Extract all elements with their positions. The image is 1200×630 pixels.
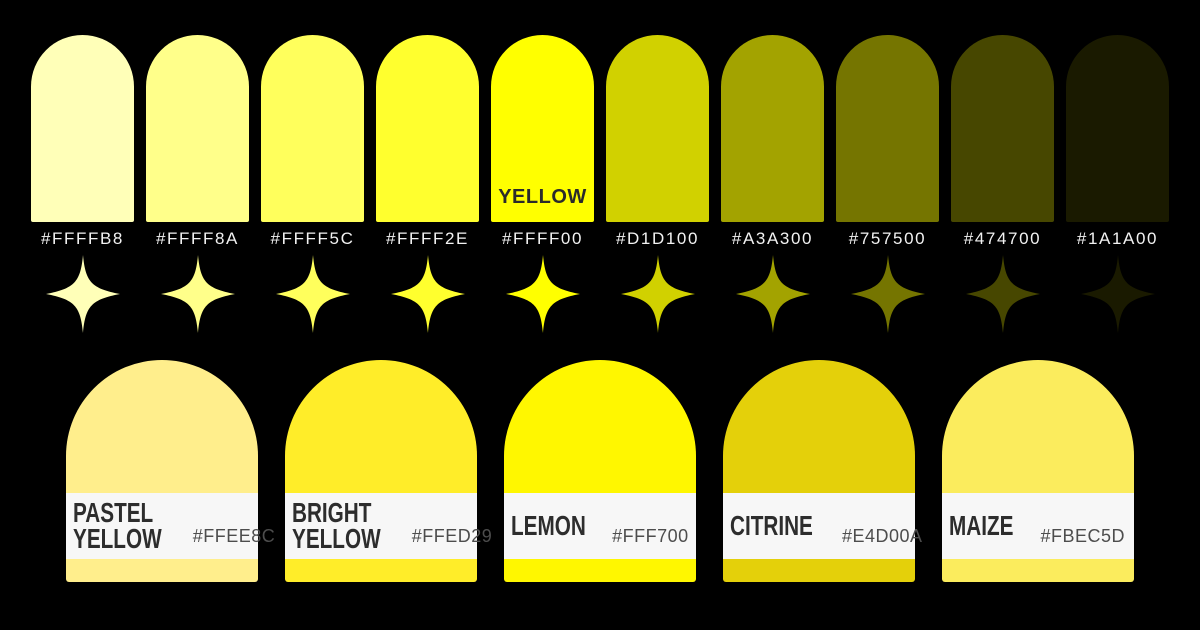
palette-card-hex: #FFEE8C bbox=[192, 526, 276, 546]
sparkle-icon bbox=[390, 255, 465, 333]
shade-hex-label: #A3A300 bbox=[731, 229, 814, 248]
shade-swatch-arch bbox=[146, 35, 249, 222]
shade-column: #FFFFB8 bbox=[31, 35, 134, 333]
shade-hex-label: #474700 bbox=[963, 229, 1042, 248]
shade-hex-label: #FFFF2E bbox=[386, 229, 469, 248]
shade-swatch-arch bbox=[721, 35, 824, 222]
shade-hex-label: #757500 bbox=[848, 229, 927, 248]
palette-card-band: PASTEL YELLOW #FFEE8C bbox=[66, 493, 275, 559]
palette-card-band: LEMON #FFF700 bbox=[504, 493, 696, 559]
shade-swatch-arch: YELLOW bbox=[491, 35, 594, 222]
palette-row: PASTEL YELLOW #FFEE8C BRIGHT YELLOW #FFED29… bbox=[0, 360, 1200, 582]
shade-column: YELLOW #FFFF00 bbox=[491, 35, 594, 333]
shade-column: #FFFF8A bbox=[146, 35, 249, 333]
palette-card-hex: #E4D00A bbox=[842, 526, 923, 546]
shade-swatch-arch bbox=[951, 35, 1054, 222]
shade-row: #FFFFB8 #FFFF8A #FFFF5C #FFFF2E YELLOW #FFFF0… bbox=[31, 35, 1169, 333]
palette-card: PASTEL YELLOW #FFEE8C bbox=[66, 360, 275, 582]
sparkle-icon bbox=[45, 255, 120, 333]
shade-highlight-label: YELLOW bbox=[498, 186, 587, 208]
palette-card-name: CITRINE bbox=[730, 509, 813, 541]
sparkle-icon bbox=[160, 255, 235, 333]
shade-column: #FFFF5C bbox=[261, 35, 364, 333]
palette-card-band: CITRINE #E4D00A bbox=[723, 493, 922, 559]
shade-swatch-arch bbox=[606, 35, 709, 222]
shade-swatch-arch bbox=[31, 35, 134, 222]
shade-hex-label: #D1D100 bbox=[615, 229, 700, 248]
palette-card-name: MAIZE bbox=[949, 509, 1014, 541]
shade-hex-label: #FFFF5C bbox=[270, 229, 355, 248]
sparkle-icon bbox=[965, 255, 1040, 333]
palette-card-name: BRIGHT YELLOW bbox=[292, 496, 381, 554]
shade-hex-label: #FFFFB8 bbox=[41, 229, 124, 248]
palette-card-name: PASTEL YELLOW bbox=[73, 496, 162, 554]
shade-swatch-arch bbox=[261, 35, 364, 222]
shade-hex-label: #1A1A00 bbox=[1076, 229, 1159, 248]
sparkle-icon bbox=[275, 255, 350, 333]
shade-column: #757500 bbox=[836, 35, 939, 333]
sparkle-icon bbox=[850, 255, 925, 333]
shade-swatch-arch bbox=[836, 35, 939, 222]
shade-column: #1A1A00 bbox=[1066, 35, 1169, 333]
palette-card-hex: #FBEC5D bbox=[1040, 526, 1125, 546]
shade-hex-label: #FFFF00 bbox=[501, 229, 584, 248]
shade-column: #D1D100 bbox=[606, 35, 709, 333]
palette-card-band: MAIZE #FBEC5D bbox=[942, 493, 1134, 559]
shade-column: #474700 bbox=[951, 35, 1054, 333]
palette-card-hex: #FFED29 bbox=[411, 526, 493, 546]
palette-card: LEMON #FFF700 bbox=[504, 360, 696, 582]
palette-card: CITRINE #E4D00A bbox=[723, 360, 922, 582]
sparkle-icon bbox=[505, 255, 580, 333]
palette-card-band: BRIGHT YELLOW #FFED29 bbox=[285, 493, 492, 559]
sparkle-icon bbox=[620, 255, 695, 333]
shade-swatch-arch bbox=[1066, 35, 1169, 222]
palette-card-name: LEMON bbox=[511, 509, 586, 541]
sparkle-icon bbox=[735, 255, 810, 333]
shade-column: #FFFF2E bbox=[376, 35, 479, 333]
sparkle-icon bbox=[1080, 255, 1155, 333]
shade-hex-label: #FFFF8A bbox=[156, 229, 239, 248]
shade-swatch-arch bbox=[376, 35, 479, 222]
palette-card-hex: #FFF700 bbox=[612, 526, 689, 546]
shade-column: #A3A300 bbox=[721, 35, 824, 333]
palette-card: MAIZE #FBEC5D bbox=[942, 360, 1134, 582]
palette-card: BRIGHT YELLOW #FFED29 bbox=[285, 360, 492, 582]
